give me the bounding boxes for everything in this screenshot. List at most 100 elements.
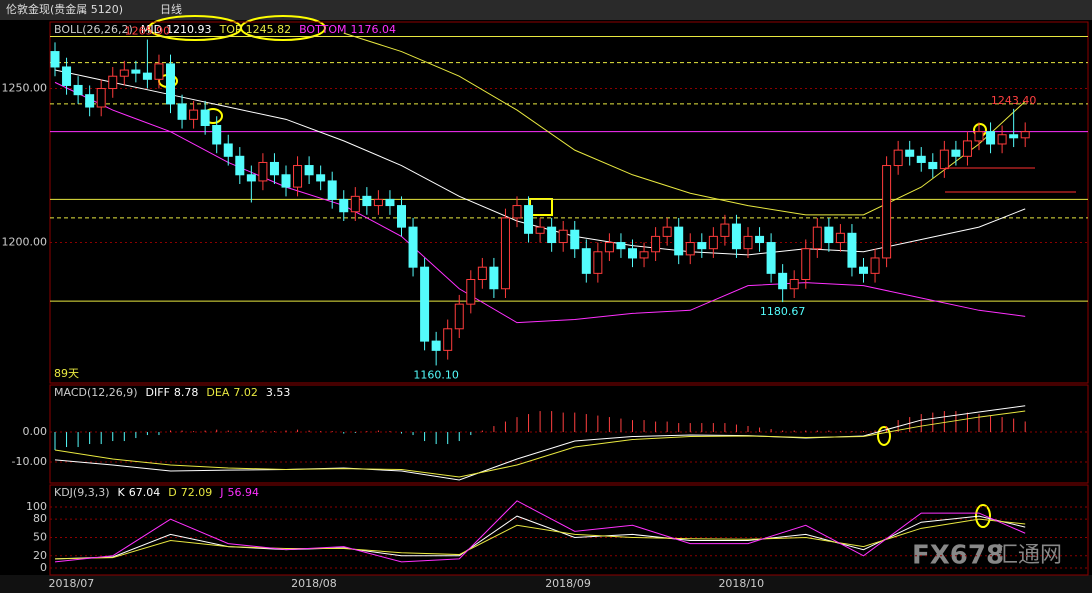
panel-frame bbox=[49, 484, 1089, 576]
candle-body bbox=[397, 205, 406, 228]
series-line bbox=[54, 410, 1026, 478]
candle-body bbox=[431, 340, 441, 351]
candle-body bbox=[316, 174, 326, 182]
candle-body bbox=[986, 131, 996, 145]
candle-body bbox=[408, 226, 418, 268]
candle-body bbox=[997, 134, 1007, 145]
candle-body bbox=[974, 131, 984, 142]
candle-body bbox=[604, 242, 614, 253]
candle-body bbox=[466, 279, 476, 305]
candle-body bbox=[339, 198, 349, 213]
legend-value: 8.78 bbox=[174, 386, 199, 399]
series-line bbox=[54, 81, 1026, 324]
candle-body bbox=[708, 235, 718, 250]
candle-body bbox=[685, 242, 695, 256]
high-label: 1265.90 bbox=[125, 25, 171, 38]
indicator-name: KDJ(9,3,3) bbox=[54, 486, 110, 499]
legend-value: 56.94 bbox=[227, 486, 259, 499]
legend: MACD(12,26,9) DIFF 8.78 DEA 7.02 3.53 bbox=[54, 386, 290, 399]
legend-value: 7.02 bbox=[233, 386, 258, 399]
instrument-title[interactable]: 伦敦金现(贵金属 5120) bbox=[6, 2, 123, 16]
candle-body bbox=[766, 242, 776, 274]
panel-frame bbox=[49, 21, 1089, 384]
legend-value: 72.09 bbox=[181, 486, 213, 499]
candle-body bbox=[916, 155, 926, 163]
candle-body bbox=[73, 84, 83, 96]
candle-body bbox=[119, 69, 129, 77]
candle-body bbox=[235, 155, 245, 176]
candle-body bbox=[801, 248, 811, 281]
legend-name: BOTTOM bbox=[299, 23, 346, 36]
candle-body bbox=[882, 165, 892, 259]
candle-body bbox=[327, 180, 337, 200]
candle-body bbox=[350, 195, 360, 213]
legend: KDJ(9,3,3) K 67.04 D 72.09 J 56.94 bbox=[54, 486, 259, 499]
candle-body bbox=[1009, 134, 1019, 139]
candle-body bbox=[812, 226, 822, 250]
candle-body bbox=[177, 103, 187, 120]
candle-body bbox=[951, 149, 961, 157]
series-line bbox=[54, 69, 1026, 256]
candle-body bbox=[524, 205, 534, 234]
candle-body bbox=[512, 205, 522, 219]
candle-body bbox=[50, 51, 60, 68]
candle-body bbox=[616, 242, 626, 250]
candle-body bbox=[189, 109, 199, 120]
candle-body bbox=[212, 124, 222, 145]
low-label: 1180.67 bbox=[760, 305, 806, 318]
candle-body bbox=[62, 66, 72, 86]
x-tick-label: 2018/07 bbox=[49, 577, 95, 590]
y-tick-label: 0 bbox=[40, 561, 47, 574]
candle-body bbox=[131, 69, 141, 74]
candle-body bbox=[697, 242, 707, 250]
candle-body bbox=[362, 195, 372, 207]
candle-body bbox=[639, 251, 649, 259]
series-line bbox=[54, 500, 1026, 563]
candle-body bbox=[293, 165, 303, 188]
days-label: 89天 bbox=[54, 367, 79, 380]
candle-body bbox=[743, 235, 753, 250]
legend-value: 1245.82 bbox=[246, 23, 292, 36]
y-tick-label: 80 bbox=[33, 512, 47, 525]
legend-name: MID bbox=[141, 23, 162, 36]
candle-body bbox=[789, 279, 799, 290]
legend-value: 1176.04 bbox=[350, 23, 396, 36]
y-tick-label: -10.00 bbox=[12, 455, 47, 468]
legend-name: J bbox=[219, 486, 223, 499]
candle-body bbox=[443, 328, 453, 351]
series-line bbox=[54, 405, 1026, 481]
candle-body bbox=[108, 75, 118, 90]
candle-body bbox=[674, 226, 684, 256]
candle-body bbox=[570, 229, 580, 250]
x-tick-label: 2018/10 bbox=[718, 577, 764, 590]
candle-body bbox=[928, 161, 938, 170]
candle-body bbox=[304, 165, 314, 176]
candle-body bbox=[870, 257, 880, 274]
legend-name: DEA bbox=[206, 386, 229, 399]
candle-body bbox=[373, 198, 383, 207]
candle-body bbox=[258, 161, 268, 182]
candle-body bbox=[223, 143, 233, 157]
candle-body bbox=[731, 223, 741, 250]
series-line bbox=[343, 32, 1026, 216]
y-tick-label: 0.00 bbox=[23, 425, 48, 438]
y-tick-label: 50 bbox=[33, 530, 47, 543]
y-tick-label: 1200.00 bbox=[2, 236, 48, 249]
candle-body bbox=[962, 140, 972, 157]
candle-body bbox=[662, 226, 672, 237]
legend-value: 3.53 bbox=[266, 386, 291, 399]
y-tick-label: 20 bbox=[33, 549, 47, 562]
candle-body bbox=[477, 266, 487, 281]
legend-name: K bbox=[118, 486, 126, 499]
legend-name: DIFF bbox=[146, 386, 170, 399]
candle-body bbox=[893, 149, 903, 167]
candle-body bbox=[1020, 131, 1030, 139]
candle-body bbox=[859, 266, 868, 274]
low-label: 1160.10 bbox=[413, 368, 459, 381]
y-tick-label: 100 bbox=[26, 500, 47, 513]
candle-body bbox=[246, 174, 256, 182]
period[interactable]: 日线 bbox=[160, 2, 182, 16]
candle-body bbox=[905, 149, 915, 157]
series-line bbox=[54, 518, 1026, 560]
